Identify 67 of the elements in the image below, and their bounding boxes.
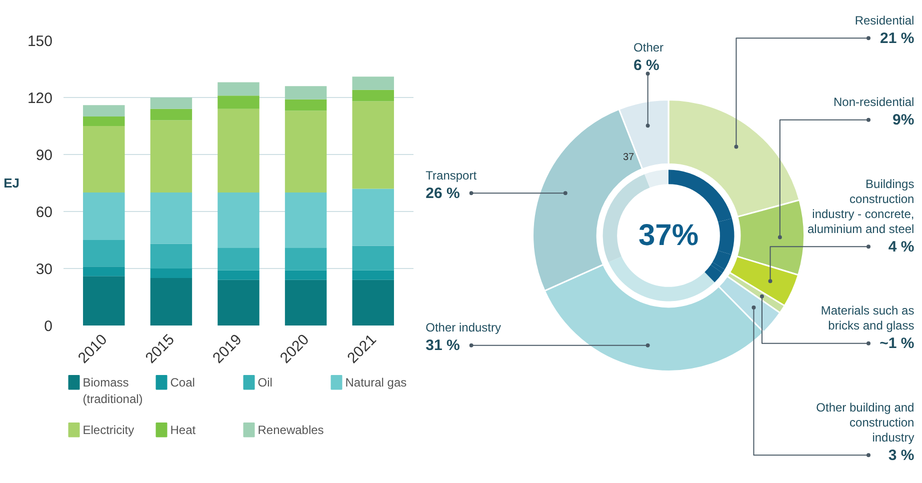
bar <box>83 192 125 240</box>
bar <box>284 86 327 100</box>
y-tick-label: 90 <box>36 147 53 164</box>
bar <box>218 270 260 280</box>
data-label: 26 % <box>426 184 460 202</box>
bar <box>83 126 125 192</box>
bar <box>284 248 327 270</box>
bar <box>150 192 192 244</box>
bar <box>218 96 260 109</box>
slice-label: Non-residential <box>834 95 914 110</box>
slice-label: Other building and construction industry <box>816 400 914 444</box>
bar <box>83 266 125 276</box>
bar <box>150 268 192 278</box>
data-label: 4 % <box>888 238 914 256</box>
bar <box>218 82 260 96</box>
y-tick-label: 120 <box>27 90 53 107</box>
bar <box>284 270 327 280</box>
data-label: 21 % <box>880 30 914 47</box>
legend-label: Coal <box>170 375 195 390</box>
bar <box>150 108 192 120</box>
bar <box>150 278 192 326</box>
bar <box>352 280 394 326</box>
bar <box>352 101 394 189</box>
legend-label: Biomass (traditional) <box>82 375 143 406</box>
bar <box>218 280 260 326</box>
data-label: 9% <box>892 112 914 129</box>
slice-label: Materials such as bricks and glass <box>820 304 914 333</box>
y-tick-label: 0 <box>44 318 52 335</box>
slice-label: Other <box>634 40 664 55</box>
bar <box>83 116 125 126</box>
y-tick-label: 30 <box>36 261 53 278</box>
data-label: 31 % <box>426 337 460 354</box>
slice-label: Other industry <box>426 320 502 335</box>
slice-label: Buildings construction industry - concrete, aluminium and steel <box>807 176 914 236</box>
bar <box>352 270 394 280</box>
bar <box>352 76 394 90</box>
slice-label: Transport <box>426 168 478 182</box>
y-axis-title: EJ <box>4 176 20 190</box>
bar <box>352 90 394 102</box>
bar <box>150 120 192 192</box>
bar <box>218 192 260 248</box>
bar <box>83 105 125 116</box>
data-label: ~1 % <box>880 335 914 352</box>
bar <box>218 108 260 192</box>
bar <box>284 110 327 192</box>
legend-label: Oil <box>258 375 272 390</box>
bar <box>150 244 192 268</box>
bar <box>83 276 125 326</box>
bar <box>352 246 394 270</box>
y-tick-label: 150 <box>27 33 53 50</box>
bar <box>284 192 327 248</box>
legend-label: Natural gas <box>345 375 407 390</box>
legend-label: Electricity <box>82 422 134 437</box>
slice-label: Residential <box>854 13 914 28</box>
data-label: 6 % <box>634 57 660 74</box>
bar <box>352 188 394 246</box>
text: 37 <box>622 152 634 164</box>
bar <box>218 248 260 270</box>
text: 37% <box>638 219 699 252</box>
bar <box>83 240 125 267</box>
bar <box>150 98 192 109</box>
data-label: 3 % <box>888 446 914 464</box>
legend-label: Heat <box>170 422 196 437</box>
y-tick-label: 60 <box>36 204 53 221</box>
bar <box>284 280 327 326</box>
bar <box>284 99 327 111</box>
legend-label: Renewables <box>258 422 324 437</box>
